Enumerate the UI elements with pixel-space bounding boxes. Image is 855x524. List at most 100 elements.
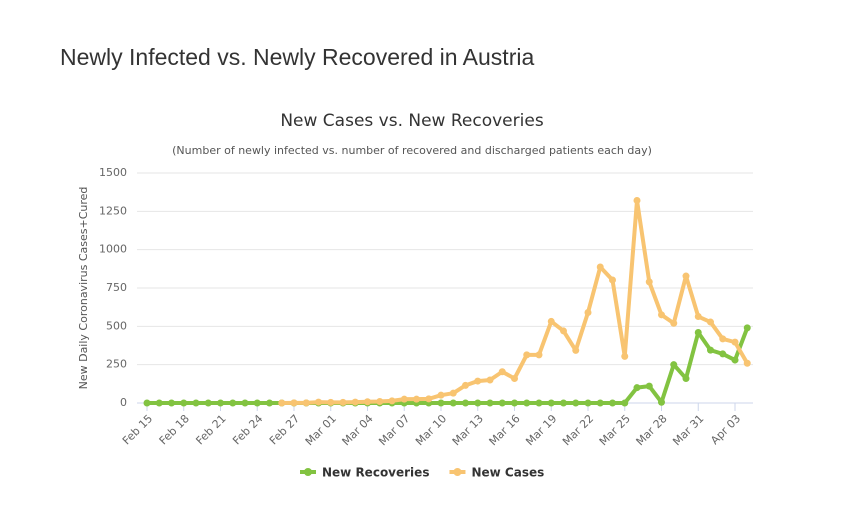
data-point (645, 278, 653, 286)
x-tick-label: Mar 13 (450, 412, 486, 448)
data-point (511, 399, 518, 407)
data-point (290, 399, 298, 407)
data-point (449, 389, 457, 397)
data-point (437, 391, 445, 399)
data-point (658, 398, 665, 406)
data-point (192, 399, 200, 407)
data-point (707, 346, 714, 354)
x-tick-label: Mar 16 (487, 412, 523, 448)
data-point (400, 395, 408, 403)
data-point (474, 377, 482, 385)
data-point (694, 313, 702, 321)
data-point (731, 356, 739, 364)
x-tick-label: Mar 10 (413, 412, 449, 448)
data-point (462, 399, 469, 407)
x-tick-label: Feb 21 (193, 412, 228, 447)
data-point (719, 335, 727, 343)
data-point (633, 384, 641, 392)
x-tick-label: Mar 19 (523, 412, 559, 448)
legend-marker (453, 468, 462, 476)
data-point (560, 399, 567, 407)
data-point (278, 399, 286, 407)
data-point (302, 399, 310, 407)
data-point (670, 361, 678, 369)
y-tick-label: 1000 (99, 243, 127, 256)
data-point (413, 395, 420, 403)
x-tick-label: Mar 31 (670, 412, 706, 448)
data-point (743, 324, 751, 332)
data-point (743, 359, 751, 367)
data-point (253, 399, 261, 407)
data-point (486, 399, 494, 407)
data-point (266, 399, 273, 407)
data-point (584, 399, 592, 407)
data-point (462, 381, 469, 389)
x-tick-label: Feb 18 (157, 412, 192, 447)
data-point (658, 311, 665, 319)
data-point (560, 327, 567, 335)
data-point (670, 319, 678, 327)
data-point (155, 399, 163, 407)
data-point (547, 317, 555, 325)
data-point (511, 374, 518, 382)
data-point (535, 351, 543, 359)
data-point (449, 399, 457, 407)
data-point (596, 263, 604, 271)
x-tick-label: Feb 27 (267, 412, 302, 447)
y-tick-label: 1250 (99, 204, 127, 217)
data-point (572, 346, 580, 354)
chart-title: New Cases vs. New Recoveries (280, 111, 544, 131)
data-point (621, 399, 629, 407)
data-point (425, 395, 433, 403)
data-point (388, 397, 396, 405)
data-point (682, 374, 690, 382)
data-point (327, 398, 335, 406)
data-point (535, 399, 543, 407)
data-point (719, 350, 727, 358)
series-line (279, 198, 750, 405)
y-axis-label: New Daily Coronavirus Cases+Cured (77, 187, 90, 390)
data-point (621, 352, 629, 360)
y-tick-label: 500 (106, 319, 127, 332)
x-tick-label: Mar 25 (597, 412, 633, 448)
data-point (168, 399, 175, 407)
data-point (682, 272, 690, 280)
data-point (547, 399, 555, 407)
x-tick-label: Mar 22 (560, 412, 596, 448)
data-point (707, 318, 714, 326)
data-point (731, 338, 739, 346)
data-point (498, 368, 506, 376)
data-point (376, 397, 384, 405)
data-point (143, 399, 151, 407)
data-point (584, 309, 592, 317)
y-tick-label: 750 (106, 281, 127, 294)
x-tick-label: Mar 04 (340, 412, 376, 448)
legend-marker (304, 468, 312, 476)
data-point (498, 399, 506, 407)
data-point (364, 398, 371, 406)
data-point (609, 399, 616, 407)
data-point (645, 382, 653, 390)
data-point (694, 328, 702, 336)
legend-item[interactable]: New Recoveries (300, 466, 429, 480)
data-point (486, 376, 494, 384)
x-tick-label: Feb 24 (230, 412, 265, 447)
legend-label: New Recoveries (322, 466, 429, 480)
data-point (596, 399, 604, 407)
legend-label: New Cases (471, 466, 544, 480)
legend-item[interactable]: New Cases (449, 466, 544, 480)
data-point (351, 398, 359, 406)
data-point (204, 399, 212, 407)
data-point (609, 276, 616, 284)
data-point (523, 399, 531, 407)
data-point (437, 399, 445, 407)
data-point (229, 399, 237, 407)
page-heading: Newly Infected vs. Newly Recovered in Au… (60, 44, 535, 70)
x-tick-label: Mar 07 (376, 412, 412, 448)
x-tick-label: Apr 03 (708, 412, 743, 447)
y-tick-label: 1500 (99, 166, 127, 179)
series-line (145, 325, 750, 405)
data-point (633, 196, 641, 204)
